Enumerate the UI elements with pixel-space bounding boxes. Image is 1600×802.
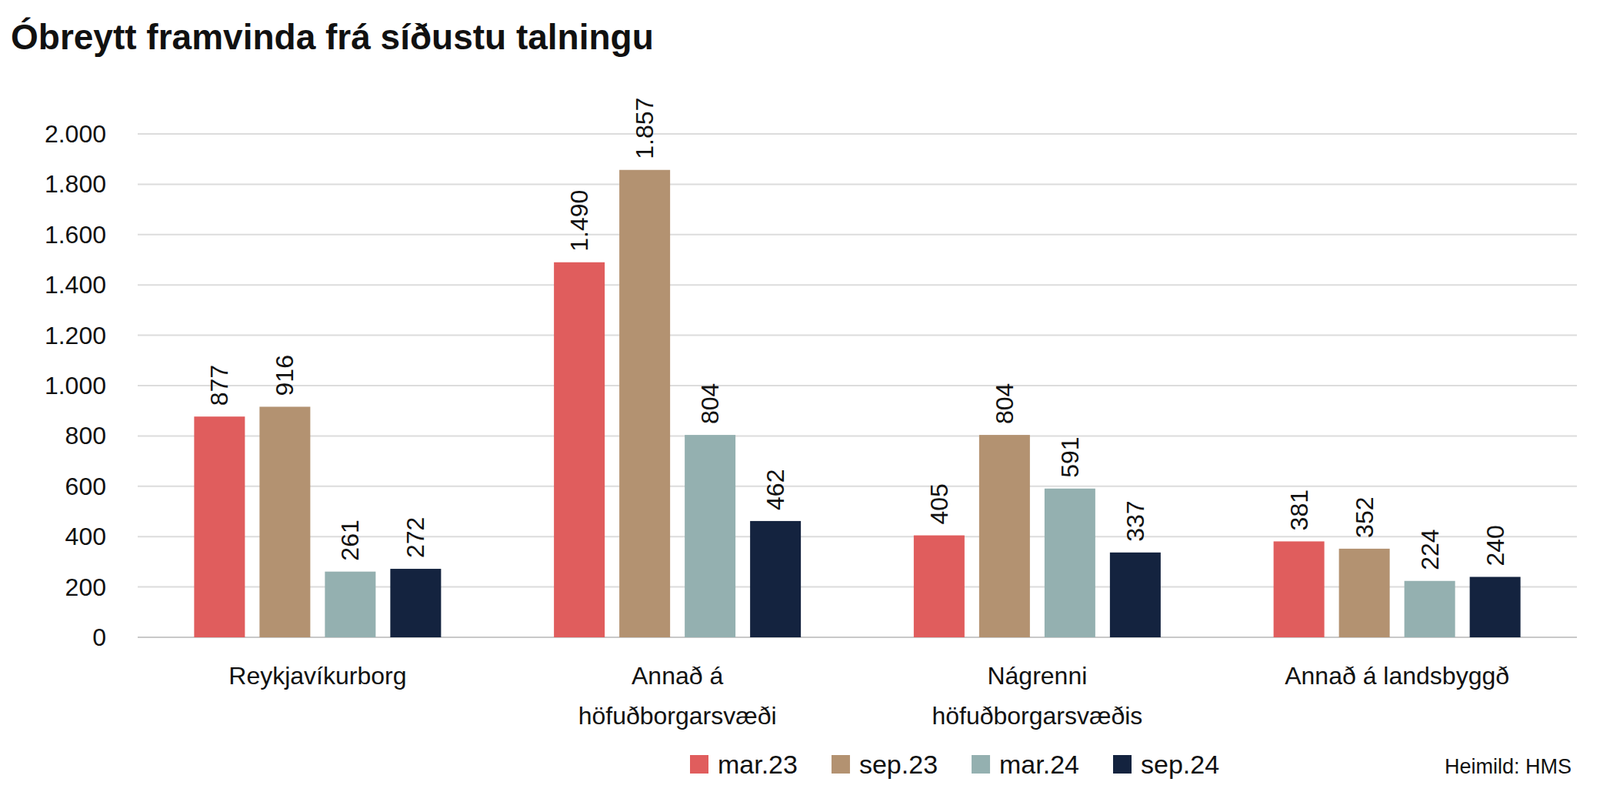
legend-label: sep.24 — [1140, 749, 1220, 779]
bar — [1339, 548, 1390, 637]
x-tick-label: Annað á höfuðborgarsvæði — [578, 661, 777, 730]
grid-line — [137, 133, 1577, 135]
legend-swatch — [1113, 754, 1132, 774]
bar — [553, 262, 605, 637]
grid-line — [137, 233, 1577, 236]
legend-swatch — [971, 754, 990, 774]
y-tick-label: 1.000 — [44, 371, 107, 400]
data-label: 804 — [696, 383, 724, 424]
data-label: 916 — [270, 354, 299, 396]
grid-line — [137, 283, 1577, 286]
legend-label: mar.23 — [717, 749, 798, 779]
source-note: Heimild: HMS — [1444, 754, 1572, 778]
data-label: 591 — [1056, 436, 1084, 477]
y-tick-label: 2.000 — [44, 120, 107, 148]
bar — [1404, 580, 1456, 637]
legend-label: sep.23 — [859, 749, 938, 779]
y-tick-label: 400 — [65, 522, 107, 550]
bar — [1110, 552, 1161, 637]
bar — [390, 568, 441, 637]
x-tick-label-line: Nágrenni — [986, 661, 1087, 690]
x-tick-label-line: Annað á — [631, 661, 724, 690]
y-tick-label: 0 — [92, 623, 107, 651]
y-tick-label: 1.600 — [44, 220, 107, 249]
bar — [1470, 576, 1521, 637]
y-tick-label: 800 — [65, 421, 107, 450]
x-tick-label-line: höfuðborgarsvæði — [578, 701, 777, 730]
bars — [193, 170, 1520, 637]
chart: Óbreytt framvinda frá síðustu talningu 0 2… — [0, 0, 1600, 802]
data-label: 224 — [1416, 528, 1444, 570]
data-label: 240 — [1481, 524, 1510, 566]
bar — [979, 434, 1030, 637]
data-label: 804 — [990, 383, 1019, 424]
data-label: 261 — [336, 519, 364, 560]
grid-line — [137, 384, 1577, 387]
y-tick-label: 1.200 — [44, 321, 107, 350]
bar — [913, 535, 965, 637]
bar — [193, 416, 245, 637]
bar — [1044, 488, 1096, 637]
data-label: 877 — [205, 364, 234, 406]
bar — [684, 434, 736, 637]
bar — [1273, 540, 1325, 637]
bar — [619, 170, 670, 637]
x-tick-label: Nágrenni höfuðborgarsvæðis — [931, 661, 1143, 730]
x-tick-label-line: Annað á landsbyggð — [1284, 661, 1510, 690]
data-label: 405 — [925, 483, 954, 524]
bar — [324, 571, 376, 637]
y-tick-label: 1.800 — [44, 170, 107, 198]
title: Óbreytt framvinda frá síðustu talningu — [10, 16, 654, 57]
data-label: 272 — [401, 516, 430, 558]
legend-label: mar.24 — [999, 749, 1080, 779]
data-label: 352 — [1350, 496, 1379, 538]
grid-line — [137, 434, 1577, 437]
legend-swatch — [831, 754, 850, 774]
bar — [750, 520, 801, 637]
data-label: 1.490 — [565, 190, 594, 252]
y-tick-label: 1.400 — [44, 270, 107, 299]
data-labels: 877 1.490 405 381 916 1.857 804 352 261 804 591 224… — [205, 97, 1509, 570]
bar — [259, 406, 310, 637]
legend: mar.23 sep.23 mar.24 sep.24 — [690, 749, 1220, 779]
grid-line — [137, 334, 1577, 337]
x-tick-label-line: höfuðborgarsvæðis — [931, 701, 1143, 730]
y-tick-label: 600 — [65, 472, 107, 500]
legend-swatch — [690, 754, 709, 774]
x-tick-label: Annað á landsbyggð — [1284, 661, 1510, 690]
x-tick-label: Reykjavíkurborg — [228, 661, 407, 690]
data-label: 462 — [761, 469, 790, 510]
data-label: 337 — [1121, 500, 1150, 541]
data-label: 381 — [1285, 489, 1314, 530]
x-tick-label-line: Reykjavíkurborg — [228, 661, 407, 690]
grid — [137, 133, 1577, 637]
grid-line — [137, 183, 1577, 185]
data-label: 1.857 — [630, 97, 659, 160]
grid-line — [137, 485, 1577, 487]
y-tick-label: 200 — [65, 573, 107, 601]
